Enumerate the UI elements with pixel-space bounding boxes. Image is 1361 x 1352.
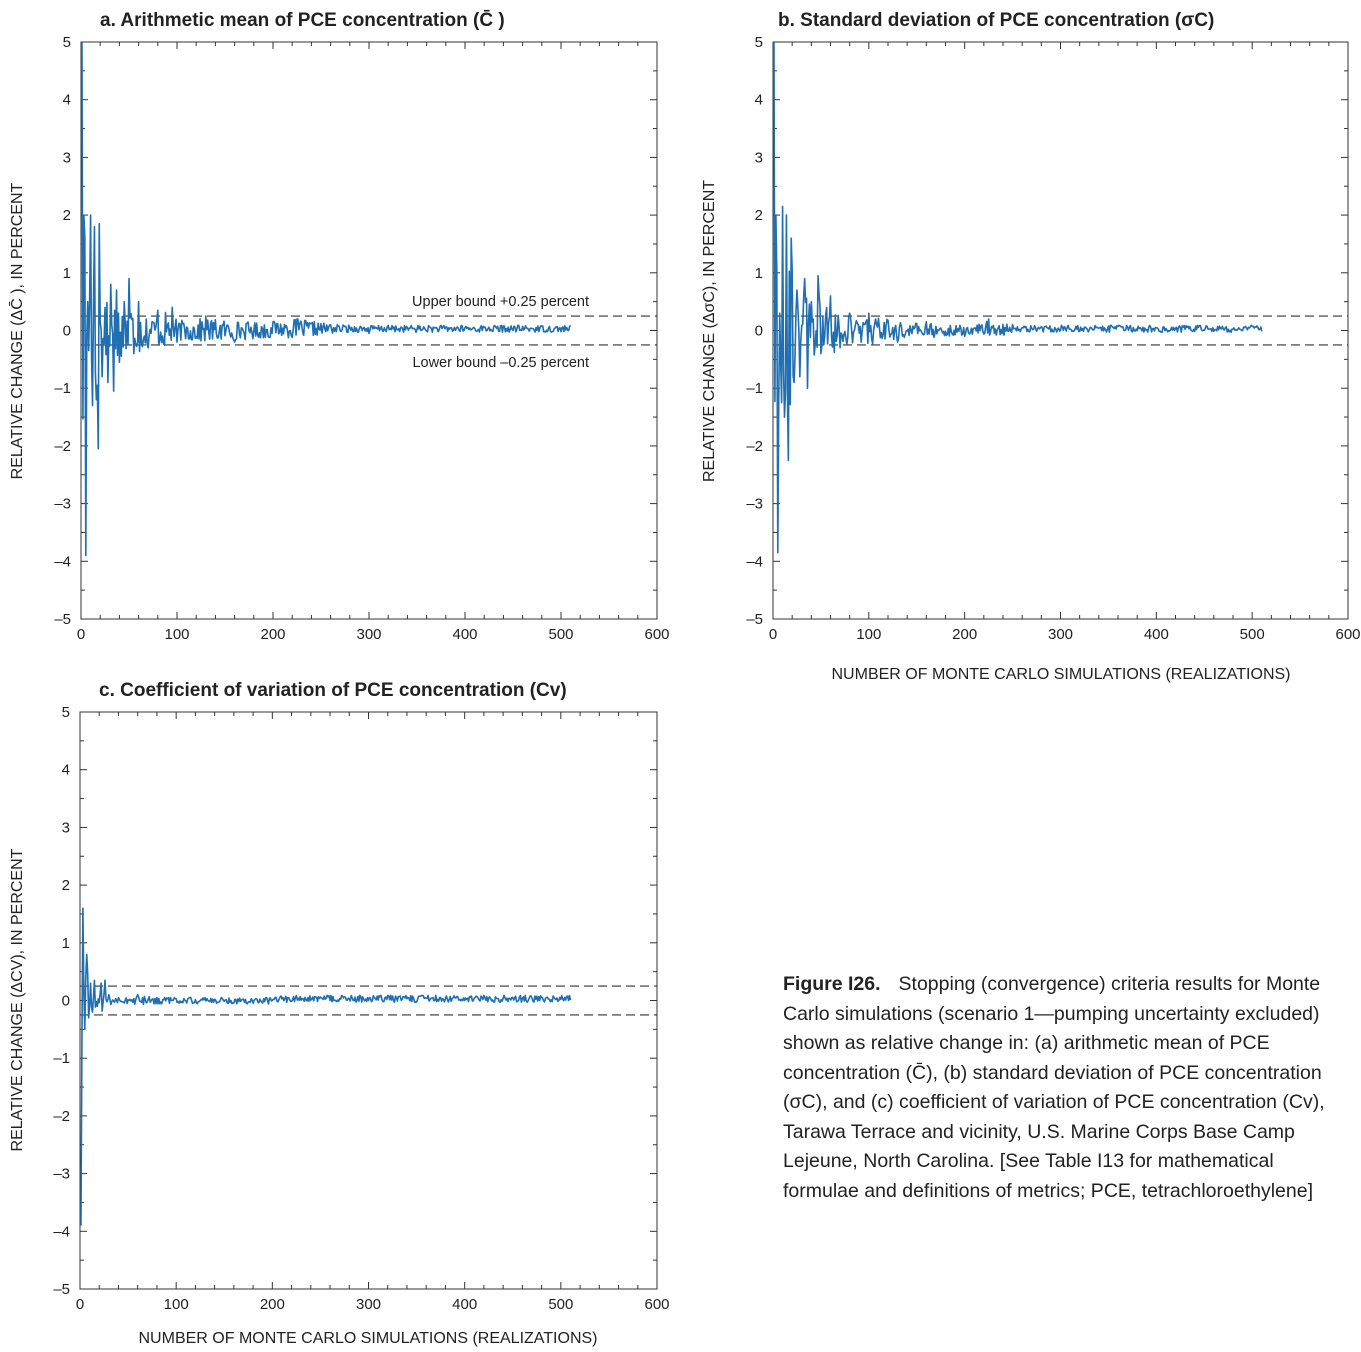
x-tick-label: 600 — [644, 1296, 669, 1313]
x-tick-label: 100 — [164, 1296, 189, 1313]
x-tick-label: 500 — [548, 626, 573, 643]
y-tick-label: –4 — [746, 553, 763, 570]
panel-title: a. Arithmetic mean of PCE concentration … — [100, 10, 505, 31]
panel-title: c. Coefficient of variation of PCE conce… — [99, 680, 567, 701]
y-tick-label: –2 — [53, 1108, 70, 1125]
panel-b-standard-deviation: 0 100 200 300 400 500 600 –5 –4 –3 –2 –1 0 1 2 3 4 5 b. St… — [701, 10, 1361, 683]
x-tick-label: 500 — [548, 1296, 573, 1313]
x-tick-label: 300 — [1048, 626, 1073, 643]
panel-c-coefficient-of-variation: 0 100 200 300 400 500 600 –5 –4 –3 –2 –1 0 1 2 3 4 5 c. Co… — [9, 680, 670, 1347]
y-tick-label: 2 — [63, 207, 71, 224]
x-axis-label: NUMBER OF MONTE CARLO SIMULATIONS (REALI… — [139, 1330, 598, 1347]
y-tick-label: 3 — [755, 149, 763, 166]
series-line — [80, 907, 572, 1226]
y-tick-label: –4 — [53, 1223, 70, 1240]
x-tick-label: 0 — [769, 626, 777, 643]
y-axis-label: RELATIVE CHANGE (ΔC̄ ), IN PERCENT — [9, 182, 26, 479]
y-tick-label: 5 — [62, 704, 70, 721]
y-tick-label: –1 — [746, 380, 763, 397]
y-tick-label: 5 — [63, 34, 71, 51]
y-tick-label: 3 — [63, 149, 71, 166]
x-tick-label: 0 — [77, 626, 85, 643]
x-tick-label: 300 — [356, 626, 381, 643]
lower-bound-annotation: Lower bound –0.25 percent — [412, 355, 589, 371]
figure-caption-text: Stopping (convergence) criteria results … — [783, 973, 1325, 1202]
y-tick-label: 4 — [755, 92, 763, 109]
x-tick-label: 600 — [644, 626, 669, 643]
y-tick-label: –5 — [746, 611, 763, 628]
x-tick-label: 100 — [164, 626, 189, 643]
y-tick-label: –5 — [53, 1281, 70, 1298]
x-tick-label: 400 — [1144, 626, 1169, 643]
y-tick-label: 3 — [62, 819, 70, 836]
y-tick-label: 2 — [755, 207, 763, 224]
y-axis-label: RELATIVE CHANGE (ΔCV), IN PERCENT — [9, 848, 26, 1151]
x-tick-label: 200 — [952, 626, 977, 643]
y-tick-label: –4 — [54, 553, 71, 570]
x-tick-label: 100 — [856, 626, 881, 643]
x-tick-label: 500 — [1240, 626, 1265, 643]
y-tick-label: 1 — [63, 265, 71, 282]
upper-bound-annotation: Upper bound +0.25 percent — [412, 294, 589, 310]
y-tick-label: –5 — [54, 611, 71, 628]
y-tick-label: 4 — [63, 92, 71, 109]
x-tick-label: 400 — [452, 626, 477, 643]
x-tick-label: 200 — [260, 1296, 285, 1313]
series-line — [773, 41, 1263, 554]
y-tick-label: 5 — [755, 34, 763, 51]
figure-label: Figure I26. — [783, 973, 881, 995]
y-tick-label: 2 — [62, 877, 70, 894]
figure-caption: Figure I26. Stopping (convergence) criter… — [783, 970, 1328, 1206]
y-tick-label: –1 — [54, 380, 71, 397]
panel-a-arithmetic-mean: 0 100 200 300 400 500 600 –5 –4 –3 –2 –1 0 1 2 3 4 5 Upper… — [9, 10, 670, 643]
y-tick-label: 0 — [62, 993, 70, 1010]
y-tick-label: –3 — [53, 1166, 70, 1183]
y-tick-label: –3 — [54, 496, 71, 513]
y-axis-label: RELATIVE CHANGE (ΔσC), IN PERCENT — [701, 180, 718, 482]
y-tick-label: –1 — [53, 1050, 70, 1067]
y-tick-label: –2 — [54, 438, 71, 455]
panel-title: b. Standard deviation of PCE concentrati… — [778, 10, 1214, 31]
series-line — [81, 41, 572, 557]
y-tick-label: 0 — [755, 323, 763, 340]
y-tick-label: –3 — [746, 496, 763, 513]
x-tick-label: 400 — [452, 1296, 477, 1313]
y-tick-label: 0 — [63, 323, 71, 340]
y-tick-label: 1 — [755, 265, 763, 282]
y-tick-label: 4 — [62, 762, 70, 779]
y-tick-label: –2 — [746, 438, 763, 455]
x-tick-label: 200 — [260, 626, 285, 643]
y-tick-label: 1 — [62, 935, 70, 952]
x-tick-label: 300 — [356, 1296, 381, 1313]
x-tick-label: 0 — [76, 1296, 84, 1313]
x-axis-label: NUMBER OF MONTE CARLO SIMULATIONS (REALI… — [832, 666, 1291, 683]
x-tick-label: 600 — [1335, 626, 1360, 643]
